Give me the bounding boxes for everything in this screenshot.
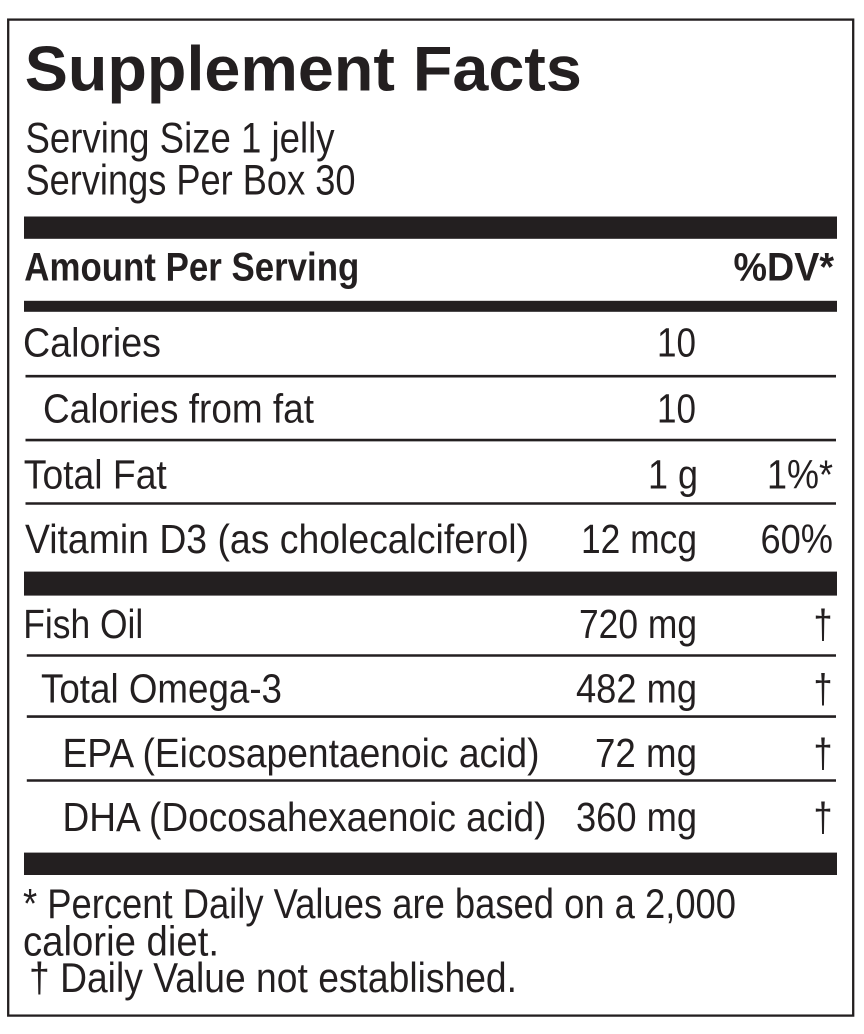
svg-text:Vitamin D3 (as cholecalciferol: Vitamin D3 (as cholecalciferol): [25, 516, 529, 562]
svg-text:Servings Per Box 30: Servings Per Box 30: [26, 157, 356, 205]
svg-text:10: 10: [657, 386, 696, 432]
svg-text:DHA (Docosahexaenoic acid): DHA (Docosahexaenoic acid): [63, 794, 547, 840]
svg-text:Fish Oil: Fish Oil: [23, 601, 143, 647]
svg-text:Serving Size 1 jelly: Serving Size 1 jelly: [26, 115, 335, 163]
svg-text:12 mcg: 12 mcg: [581, 516, 697, 562]
svg-text:†: †: [814, 601, 833, 647]
svg-text:†: †: [814, 794, 833, 840]
svg-text:†: †: [814, 665, 833, 711]
svg-text:Total Fat: Total Fat: [24, 451, 168, 497]
svg-text:1 g: 1 g: [648, 451, 698, 497]
svg-text:482 mg: 482 mg: [576, 665, 697, 711]
svg-text:EPA (Eicosapentaenoic acid): EPA (Eicosapentaenoic acid): [63, 730, 540, 776]
svg-text:†: †: [814, 730, 833, 776]
svg-text:* Percent Daily Values are bas: * Percent Daily Values are based on a 2,…: [23, 880, 736, 927]
svg-text:Calories: Calories: [23, 319, 161, 365]
svg-text:1%*: 1%*: [767, 451, 833, 497]
svg-text:Supplement Facts: Supplement Facts: [25, 35, 582, 105]
svg-text:† Daily Value not established.: † Daily Value not established.: [29, 954, 517, 1001]
svg-text:calorie diet.: calorie diet.: [23, 918, 219, 965]
svg-text:%DV*: %DV*: [734, 246, 835, 290]
svg-text:Amount Per Serving: Amount Per Serving: [24, 246, 359, 290]
svg-text:72 mg: 72 mg: [595, 730, 697, 776]
svg-text:Total Omega-3: Total Omega-3: [41, 665, 282, 711]
svg-text:60%: 60%: [761, 516, 834, 562]
svg-text:360 mg: 360 mg: [576, 794, 697, 840]
svg-text:10: 10: [657, 319, 696, 365]
svg-text:Calories from fat: Calories from fat: [43, 386, 315, 432]
svg-text:720 mg: 720 mg: [579, 601, 697, 647]
